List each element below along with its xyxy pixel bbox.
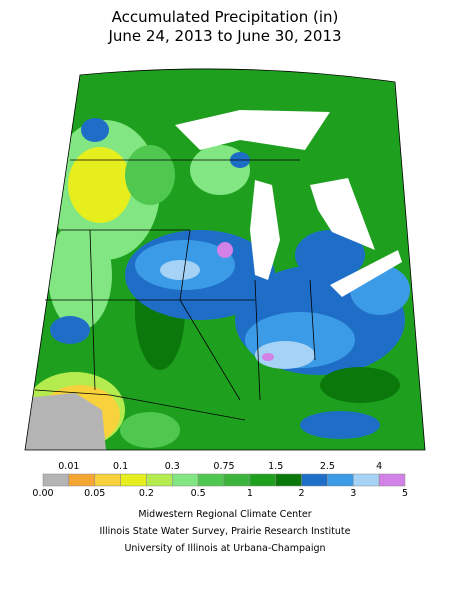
- legend-swatch: [42, 473, 70, 487]
- credit: Midwestern Regional Climate Center: [138, 509, 311, 520]
- legend-label: 1.5: [268, 461, 283, 472]
- legend-swatch: [275, 473, 302, 487]
- credit: University of Illinois at Urbana-Champai…: [124, 543, 325, 554]
- legend-label: 0.01: [58, 461, 79, 472]
- legend-swatch: [120, 473, 147, 487]
- legend-swatch: [223, 473, 251, 487]
- precip-map: [25, 68, 425, 451]
- legend-label: 0.5: [191, 488, 206, 499]
- legend-swatch: [172, 473, 199, 487]
- legend-label: 5: [402, 488, 408, 499]
- legend-label: 0.00: [32, 488, 53, 499]
- borders: [24, 68, 426, 451]
- legend-swatch: [68, 473, 95, 487]
- legend-swatch: [353, 473, 380, 487]
- legend-label: 3: [350, 488, 356, 499]
- legend-label: 4: [376, 461, 382, 472]
- legend-swatch: [249, 473, 276, 487]
- legend-swatch: [378, 473, 406, 487]
- legend-label: 0.05: [84, 488, 105, 499]
- legend-swatch: [197, 473, 225, 487]
- credit: Illinois State Water Survey, Prairie Res…: [100, 526, 351, 537]
- legend-label: 2.5: [320, 461, 335, 472]
- legend-label: 0.3: [165, 461, 180, 472]
- legend-swatch: [327, 473, 354, 487]
- subtitle: June 24, 2013 to June 30, 2013: [107, 27, 341, 45]
- legend-swatch: [94, 473, 121, 487]
- legend-label: 2: [299, 488, 305, 499]
- legend-swatch: [146, 473, 173, 487]
- legend-label: 0.1: [113, 461, 128, 472]
- legend-swatch: [301, 473, 328, 487]
- legend-label: 0.75: [213, 461, 234, 472]
- legend: 0.00 0.01 0.05 0.1 0.2 0.3 0.5 0.75 1 1.5 2 2.5 3 4 5: [32, 461, 408, 499]
- title: Accumulated Precipitation (in): [112, 8, 339, 26]
- legend-label: 1: [247, 488, 253, 499]
- legend-label: 0.2: [139, 488, 154, 499]
